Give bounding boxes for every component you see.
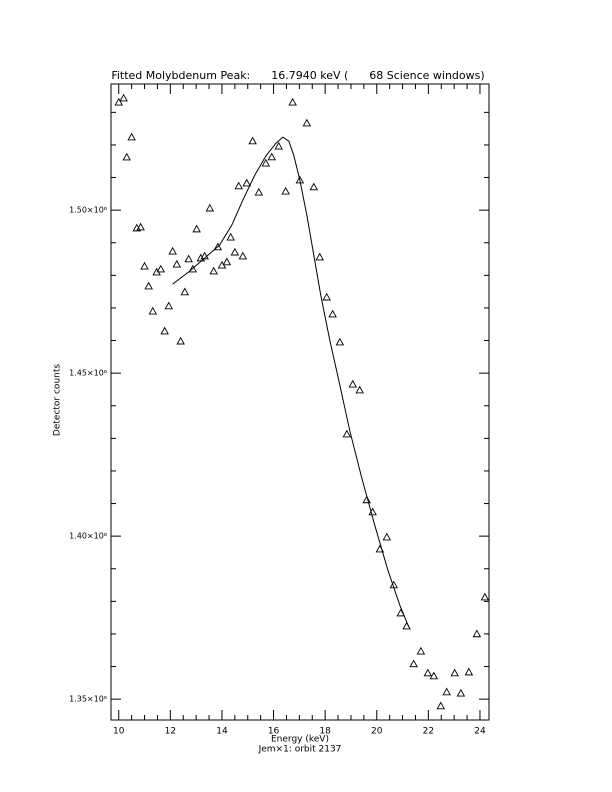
data-point [267, 152, 277, 161]
data-point [180, 287, 190, 296]
y-axis-label: Detector counts [53, 364, 63, 436]
data-point [288, 97, 297, 106]
data-point [281, 186, 290, 195]
x-tick-label: 12 [165, 727, 176, 737]
data-point [144, 281, 153, 290]
y-tick-label: 1.35×10⁶ [69, 695, 107, 704]
data-point [429, 671, 439, 680]
data-point [409, 659, 418, 668]
x-tick-label: 16 [268, 727, 280, 737]
data-point [230, 247, 240, 256]
data-point [209, 266, 218, 275]
x-tick-label: 18 [319, 727, 331, 737]
data-point [342, 429, 352, 438]
data-point [302, 118, 312, 127]
data-point [382, 532, 392, 541]
data-point [119, 93, 128, 102]
data-point [122, 152, 132, 161]
x-tick-label: 24 [474, 727, 486, 737]
x-tick-label: 14 [216, 727, 228, 737]
data-point [222, 257, 232, 266]
data-point [148, 306, 158, 315]
data-point [335, 337, 345, 346]
data-point [423, 668, 433, 677]
data-point [480, 592, 490, 601]
data-point [200, 251, 209, 260]
data-point [184, 254, 193, 263]
data-point [274, 141, 283, 150]
data-point [205, 203, 215, 212]
data-point [114, 97, 124, 106]
data-point [322, 292, 331, 301]
x-tick-label: 20 [371, 727, 383, 737]
y-tick-label: 1.50×10⁶ [69, 206, 107, 215]
data-point [295, 175, 305, 184]
data-point [226, 232, 235, 241]
data-point [315, 252, 325, 261]
x-axis-label: Energy (keV) [271, 735, 329, 745]
data-point [456, 688, 466, 697]
y-tick-label: 1.40×10⁶ [69, 532, 107, 541]
data-point [436, 701, 446, 710]
data-point [472, 629, 482, 638]
data-point [156, 264, 166, 273]
y-tick-label: 1.45×10⁶ [69, 369, 107, 378]
data-point [348, 379, 358, 388]
x-tick-label: 22 [423, 727, 434, 737]
data-point [140, 261, 149, 270]
data-point [442, 687, 451, 696]
plot-frame [110, 83, 490, 721]
data-point [254, 187, 264, 196]
fit-line [172, 136, 410, 628]
data-point [248, 136, 257, 145]
data-point [242, 178, 251, 187]
data-point [176, 336, 185, 345]
data-point [192, 224, 201, 233]
data-point [188, 264, 198, 273]
data-point [355, 385, 364, 394]
data-point [127, 132, 136, 141]
data-point [309, 182, 319, 191]
data-point [328, 309, 337, 318]
subtitle: Jem×1: orbit 2137 [258, 745, 342, 755]
data-point [164, 301, 174, 310]
data-point [416, 646, 426, 655]
data-point [450, 668, 459, 677]
data-point [261, 158, 271, 167]
data-point [238, 251, 248, 260]
data-point [362, 495, 371, 504]
data-point [168, 246, 177, 255]
data-point [172, 259, 182, 268]
data-point [234, 181, 243, 190]
data-point [213, 242, 223, 251]
data-point [464, 667, 474, 676]
data-point [160, 326, 169, 335]
x-tick-label: 10 [113, 727, 125, 737]
data-point [136, 222, 145, 231]
chart-title: Fitted Molybdenum Peak: 16.7940 keV ( 68… [111, 69, 484, 82]
